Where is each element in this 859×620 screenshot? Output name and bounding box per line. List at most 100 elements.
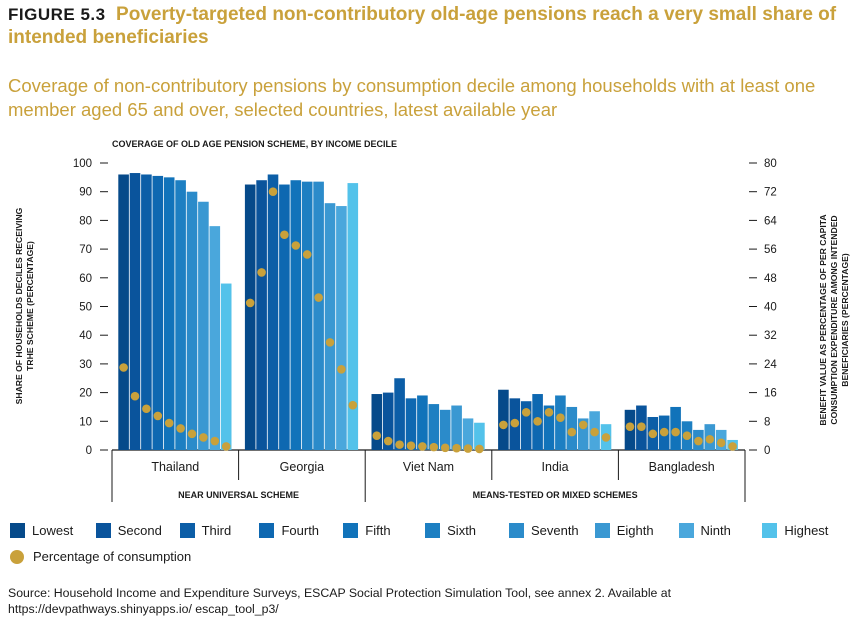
legend-swatch: [508, 523, 524, 538]
consumption-dot: [164, 418, 174, 428]
consumption-dot: [210, 436, 220, 446]
bar-third: [394, 378, 405, 450]
consumption-dot: [440, 443, 450, 453]
consumption-dot: [499, 420, 508, 430]
bar-fourth: [279, 184, 290, 450]
chart-legend: Lowest Second Third Fourth Fifth Sixth Seventh…: [10, 523, 850, 564]
consumption-dot: [314, 293, 323, 302]
legend-item-fifth: Fifth: [343, 523, 425, 538]
consumption-dot: [694, 436, 703, 446]
bar-highest: [220, 283, 232, 450]
legend-label: Sixth: [447, 523, 477, 538]
legend-label: Ninth: [700, 523, 731, 538]
legend-item-seventh: Seventh: [508, 523, 595, 538]
legend-item-consumption: Percentage of consumption: [10, 549, 191, 564]
category-label: Georgia: [280, 460, 325, 474]
legend-label: Second: [117, 523, 162, 538]
left-axis-tick-label: 40: [79, 330, 92, 342]
right-axis-tick-label: 0: [764, 445, 770, 457]
right-axis-tick-label: 16: [764, 388, 777, 400]
bar-third: [141, 174, 152, 451]
consumption-dot: [291, 241, 301, 250]
legend-swatch: [10, 523, 25, 538]
right-axis-tick-label: 56: [764, 244, 777, 256]
right-axis-tick-label: 64: [764, 215, 777, 227]
consumption-dot: [637, 422, 646, 431]
legend-swatch: [678, 523, 694, 538]
consumption-dot: [659, 427, 669, 437]
legend-label: Eighth: [616, 523, 654, 538]
right-axis-tick-label: 40: [764, 302, 777, 314]
left-axis-tick-label: 50: [79, 302, 92, 314]
legend-label: Lowest: [32, 523, 74, 538]
consumption-dot: [463, 444, 473, 453]
left-axis-tick-label: 60: [79, 273, 92, 285]
legend-swatch: [762, 523, 778, 538]
right-axis-tick-label: 48: [764, 273, 777, 285]
consumption-dot: [728, 442, 737, 451]
left-axis-tick-label: 70: [79, 244, 92, 256]
legend-label: Highest: [784, 523, 829, 538]
bar-seventh: [313, 181, 324, 450]
bar-highest: [347, 183, 359, 450]
consumption-dot: [302, 250, 312, 259]
legend-dot-swatch: [10, 549, 24, 564]
bar-third: [267, 174, 279, 451]
bar-lowest: [244, 184, 256, 450]
legend-label: Third: [201, 523, 232, 538]
consumption-dot: [221, 442, 231, 451]
consumption-dot: [716, 438, 726, 448]
bar-fifth: [163, 177, 175, 450]
right-axis-tick-label: 72: [764, 187, 777, 199]
bar-second: [382, 392, 394, 450]
dots-layer: [119, 187, 737, 454]
bar-eighth: [577, 418, 589, 450]
bars-layer: [118, 173, 738, 451]
consumption-dot: [705, 434, 715, 444]
labels-layer: Thailand Georgia Viet Nam India Bangladesh NE…: [151, 460, 714, 500]
legend-item-ninth: Ninth: [678, 523, 763, 538]
legend-deciles: Lowest Second Third Fourth Fifth Sixth Seventh…: [10, 523, 850, 538]
legend-label: Fifth: [365, 523, 391, 538]
bar-lowest: [371, 394, 383, 450]
legend-label-consumption: Percentage of consumption: [33, 549, 192, 564]
legend-label: Fourth: [281, 523, 320, 538]
group-label: MEANS-TESTED OR MIXED SCHEMES: [473, 490, 638, 500]
consumption-dot: [418, 442, 427, 451]
group-label: NEAR UNIVERSAL SCHEME: [178, 490, 299, 500]
left-axis-tick-label: 0: [86, 445, 92, 457]
legend-item-fourth: Fourth: [259, 523, 343, 538]
legend-item-sixth: Sixth: [425, 523, 509, 538]
consumption-dot: [187, 429, 197, 439]
legend-item-third: Third: [179, 523, 260, 538]
bar-sixth: [555, 395, 566, 450]
consumption-dot: [682, 431, 692, 440]
left-axis-tick-label: 80: [79, 215, 92, 227]
consumption-dot: [142, 404, 151, 414]
bar-sixth: [301, 181, 313, 450]
figure-label: FIGURE 5.3: [8, 5, 106, 24]
consumption-dot: [475, 444, 484, 454]
consumption-dot: [590, 427, 599, 437]
left-axis-tick-label: 20: [79, 388, 92, 400]
consumption-dot: [199, 433, 208, 442]
legend-swatch: [425, 523, 441, 538]
legend-consumption: Percentage of consumption: [10, 549, 850, 564]
consumption-dot: [429, 442, 439, 452]
legend-swatch: [594, 523, 610, 538]
right-axis-tick-label: 80: [764, 158, 777, 170]
right-axis-title-line: BENEFIT VALUE AS PERCENTAGE OF PER CAPIT…: [818, 214, 828, 425]
consumption-dot: [383, 436, 393, 446]
left-axis-tick-label: 30: [79, 359, 92, 371]
category-label: Bangladesh: [649, 460, 715, 474]
right-axis-tick-label: 32: [764, 330, 777, 342]
bar-second: [256, 180, 267, 450]
left-axis-tick-label: 100: [73, 158, 92, 170]
right-axis-tick-label: 8: [764, 416, 770, 428]
axes-layer: 0 10 20 30 40 50 60 70 80 90 100 0 8 16 24 32 40 48 56 64 72…: [14, 158, 850, 502]
chart-title: COVERAGE OF OLD AGE PENSION SCHEME, BY I…: [112, 139, 397, 149]
legend-swatch: [179, 523, 195, 538]
consumption-dot: [337, 364, 346, 374]
legend-item-eighth: Eighth: [594, 523, 679, 538]
figure-subtitle: Coverage of non-contributory pensions by…: [8, 75, 816, 120]
